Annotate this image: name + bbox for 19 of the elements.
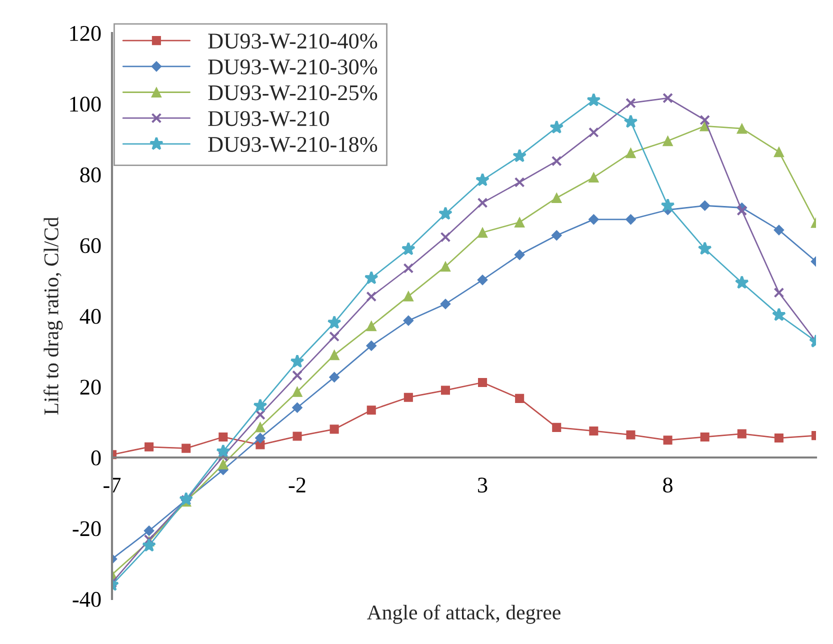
legend-label: DU93-W-210	[208, 111, 329, 126]
y-tick-label: 60	[80, 238, 101, 254]
y-axis-title: Lift to drag ratio, Cl/Cd	[44, 217, 63, 415]
x-tick-label: 8	[663, 478, 672, 493]
x-tick-label: 3	[478, 478, 488, 493]
legend-label: DU93-W-210-40%	[208, 34, 378, 49]
y-tick-label: 120	[70, 26, 101, 41]
x-tick-label: -2	[288, 478, 306, 492]
y-tick-label: 80	[80, 167, 101, 182]
x-axis-title: Angle of attack, degree	[367, 604, 560, 624]
y-tick-label: 20	[80, 380, 101, 395]
legend-label: DU93-W-210-30%	[208, 59, 378, 75]
y-tick-label: -20	[72, 521, 101, 536]
y-tick-label: -40	[72, 592, 101, 607]
legend-label: DU93-W-210-18%	[208, 136, 378, 152]
y-tick-label: 100	[70, 96, 101, 112]
legend-label: DU93-W-210-25%	[208, 85, 378, 100]
y-tick-label: 0	[91, 450, 101, 466]
y-tick-label: 40	[80, 308, 101, 324]
